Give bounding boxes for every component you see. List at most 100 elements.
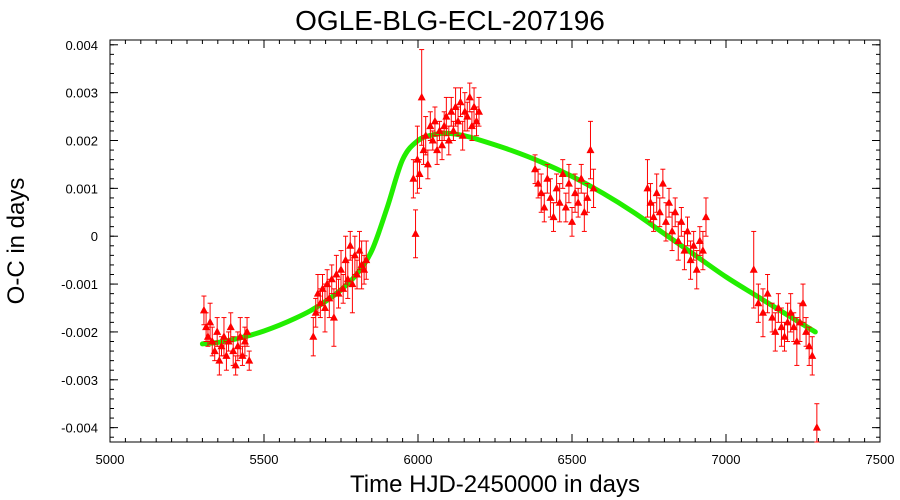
data-point (238, 351, 247, 359)
data-point (467, 121, 476, 130)
data-point (812, 423, 821, 431)
x-tick-label: 7500 (866, 452, 895, 467)
data-point (652, 188, 661, 197)
data-point (795, 317, 804, 326)
data-point (580, 207, 589, 216)
data-point (574, 198, 583, 206)
data-point (692, 265, 701, 273)
data-point (649, 212, 658, 221)
data-point (419, 145, 428, 154)
data-point (758, 308, 767, 316)
data-point (222, 351, 231, 359)
x-tick-label: 7000 (712, 452, 741, 467)
data-point (655, 207, 664, 216)
data-point (231, 360, 240, 369)
y-tick-label: 0 (91, 229, 98, 244)
y-tick-label: -0.004 (61, 421, 98, 436)
data-point (777, 322, 786, 331)
y-tick-label: -0.002 (61, 325, 98, 340)
data-point (449, 126, 458, 134)
y-tick-label: -0.003 (61, 373, 98, 388)
data-point (350, 250, 359, 259)
data-point (658, 179, 667, 187)
y-tick-label: 0.004 (65, 38, 98, 53)
data-point (571, 188, 580, 197)
data-point (210, 346, 219, 355)
data-point (334, 289, 343, 297)
data-point (749, 265, 758, 273)
data-point (540, 203, 549, 211)
data-point (543, 174, 552, 182)
data-point (805, 341, 814, 350)
data-point (763, 289, 772, 297)
y-tick-labels: -0.004 -0.003 -0.002 -0.001 0 0.001 0.002 0.003… (61, 38, 98, 436)
data-point (458, 131, 467, 139)
data-point (329, 313, 338, 321)
data-point (428, 136, 437, 144)
x-tick-labels: 5000 5500 6000 6500 7000 7500 (96, 452, 895, 467)
data-point (671, 207, 680, 216)
data-point (456, 97, 465, 106)
data-point (589, 183, 598, 192)
data-point (327, 274, 336, 283)
data-point (665, 198, 674, 206)
y-tick-label: -0.001 (61, 277, 98, 292)
data-point (224, 337, 233, 345)
data-point (583, 193, 592, 201)
data-point (245, 356, 254, 364)
data-point (409, 174, 418, 182)
data-point (549, 212, 558, 221)
data-point (348, 279, 357, 288)
data-point (447, 107, 456, 115)
data-point (661, 217, 670, 225)
data-point (677, 217, 686, 225)
data-point (695, 236, 704, 244)
data-point (552, 183, 561, 192)
data-point (413, 155, 422, 163)
data-point (243, 327, 252, 335)
data-point (343, 274, 352, 283)
data-point (423, 159, 432, 168)
data-point (774, 303, 783, 311)
data-point (332, 270, 341, 278)
data-points-layer (199, 49, 821, 443)
data-point (558, 169, 567, 177)
x-tick-label: 5000 (96, 452, 125, 467)
data-point (426, 121, 435, 130)
data-point (219, 332, 228, 340)
data-point (415, 169, 424, 177)
data-point (674, 236, 683, 244)
data-point (537, 188, 546, 197)
data-point (768, 313, 777, 321)
data-point (199, 305, 208, 314)
data-point (362, 255, 371, 264)
data-point (421, 131, 430, 139)
data-point (417, 92, 426, 101)
data-point (771, 327, 780, 335)
data-point (411, 229, 420, 237)
data-point (444, 136, 453, 144)
data-point (355, 246, 364, 254)
y-tick-label: 0.002 (65, 134, 98, 149)
data-point (316, 298, 325, 307)
data-point (454, 116, 463, 125)
data-point (213, 327, 222, 335)
model-curve (199, 130, 818, 347)
data-point (683, 226, 692, 235)
x-tick-label: 6000 (404, 452, 433, 467)
data-point (474, 107, 483, 115)
data-point (346, 241, 355, 249)
data-point (325, 293, 334, 302)
data-point (438, 140, 447, 149)
x-tick-label: 5500 (250, 452, 279, 467)
data-point (646, 198, 655, 206)
data-point (215, 356, 224, 364)
data-point (430, 116, 439, 125)
x-axis-label: Time HJD-2450000 in days (350, 471, 640, 498)
data-point (320, 303, 329, 311)
data-point (792, 337, 801, 345)
data-point (531, 164, 540, 173)
data-point (555, 198, 564, 206)
data-point (754, 298, 763, 307)
